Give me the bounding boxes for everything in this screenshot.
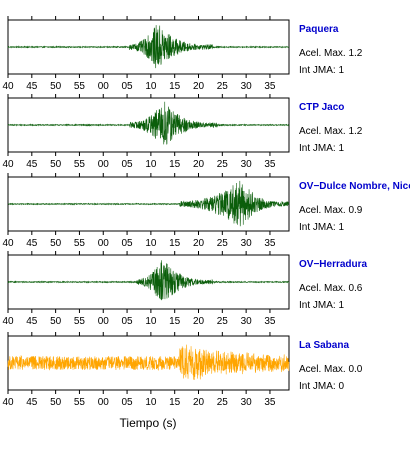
waveform-trace (7, 344, 290, 380)
tick-label: 55 (74, 316, 86, 327)
tick-label: 00 (98, 238, 110, 249)
station-name: La Sabana (299, 340, 349, 351)
tick-label: 40 (2, 397, 14, 408)
waveform-trace (7, 101, 290, 145)
tick-label: 05 (122, 397, 134, 408)
tick-label: 50 (50, 397, 62, 408)
waveform-trace (7, 25, 290, 69)
tick-label: 30 (241, 159, 253, 170)
tick-label: 20 (193, 238, 205, 249)
tick-label: 40 (2, 316, 14, 327)
tick-label: 20 (193, 81, 205, 92)
tick-label: 00 (98, 159, 110, 170)
jma-intensity-label: Int JMA: 1 (299, 143, 344, 154)
tick-label: 35 (264, 397, 276, 408)
tick-label: 10 (145, 81, 157, 92)
tick-label: 45 (26, 397, 38, 408)
tick-label: 50 (50, 159, 62, 170)
tick-label: 00 (98, 316, 110, 327)
tick-label: 25 (217, 397, 229, 408)
tick-label: 30 (241, 316, 253, 327)
tick-label: 55 (74, 397, 86, 408)
tick-label: 15 (169, 397, 181, 408)
tick-label: 20 (193, 159, 205, 170)
tick-label: 05 (122, 81, 134, 92)
jma-intensity-label: Int JMA: 0 (299, 381, 344, 392)
seismogram-panel: 40 45 50 55 00 05 10 15 20 25 30 35 La Sabana Acel. M… (2, 332, 363, 408)
tick-label: 15 (169, 81, 181, 92)
tick-label: 00 (98, 397, 110, 408)
max-acceleration-label: Acel. Max. 0.6 (299, 283, 363, 294)
tick-label: 35 (264, 316, 276, 327)
seismogram-panel: 40 45 50 55 00 05 10 15 20 25 30 35 OV−Herradura Acel… (2, 251, 368, 327)
tick-label: 20 (193, 316, 205, 327)
tick-label: 50 (50, 316, 62, 327)
max-acceleration-label: Acel. Max. 1.2 (299, 48, 363, 59)
station-name: Paquera (299, 24, 339, 35)
tick-label: 45 (26, 159, 38, 170)
waveform-trace (7, 180, 290, 227)
tick-label: 25 (217, 81, 229, 92)
tick-label: 55 (74, 159, 86, 170)
tick-label: 00 (98, 81, 110, 92)
max-acceleration-label: Acel. Max. 0.9 (299, 205, 363, 216)
tick-label: 40 (2, 238, 14, 249)
tick-label: 30 (241, 397, 253, 408)
jma-intensity-label: Int JMA: 1 (299, 222, 344, 233)
tick-label: 05 (122, 159, 134, 170)
jma-intensity-label: Int JMA: 1 (299, 300, 344, 311)
tick-label: 05 (122, 238, 134, 249)
tick-label: 10 (145, 397, 157, 408)
tick-label: 35 (264, 81, 276, 92)
tick-label: 20 (193, 397, 205, 408)
tick-label: 10 (145, 238, 157, 249)
tick-label: 25 (217, 159, 229, 170)
tick-label: 25 (217, 316, 229, 327)
station-name: OV−Dulce Nombre, Nicoya (299, 181, 410, 192)
tick-label: 45 (26, 81, 38, 92)
tick-label: 15 (169, 238, 181, 249)
tick-label: 45 (26, 238, 38, 249)
tick-label: 25 (217, 238, 229, 249)
tick-label: 35 (264, 159, 276, 170)
tick-label: 50 (50, 81, 62, 92)
tick-label: 15 (169, 159, 181, 170)
tick-label: 55 (74, 238, 86, 249)
max-acceleration-label: Acel. Max. 0.0 (299, 364, 363, 375)
waveform-trace (7, 260, 290, 301)
tick-label: 30 (241, 81, 253, 92)
tick-label: 05 (122, 316, 134, 327)
x-axis-label: Tiempo (s) (120, 416, 177, 430)
seismogram-panel: 40 45 50 55 00 05 10 15 20 25 30 35 CTP Jaco Acel. Ma… (2, 94, 363, 170)
tick-label: 10 (145, 316, 157, 327)
station-name: OV−Herradura (299, 259, 368, 270)
station-name: CTP Jaco (299, 102, 344, 113)
tick-label: 40 (2, 159, 14, 170)
tick-label: 50 (50, 238, 62, 249)
tick-label: 15 (169, 316, 181, 327)
max-acceleration-label: Acel. Max. 1.2 (299, 126, 363, 137)
tick-label: 40 (2, 81, 14, 92)
tick-label: 35 (264, 238, 276, 249)
tick-label: 10 (145, 159, 157, 170)
seismogram-panel: 40 45 50 55 00 05 10 15 20 25 30 35 OV−Dulce Nombre,… (2, 173, 410, 249)
tick-label: 45 (26, 316, 38, 327)
tick-label: 30 (241, 238, 253, 249)
tick-label: 55 (74, 81, 86, 92)
jma-intensity-label: Int JMA: 1 (299, 65, 344, 76)
seismogram-panel: 40 45 50 55 00 05 10 15 20 25 30 35 Paquera Acel. Max… (2, 16, 363, 92)
